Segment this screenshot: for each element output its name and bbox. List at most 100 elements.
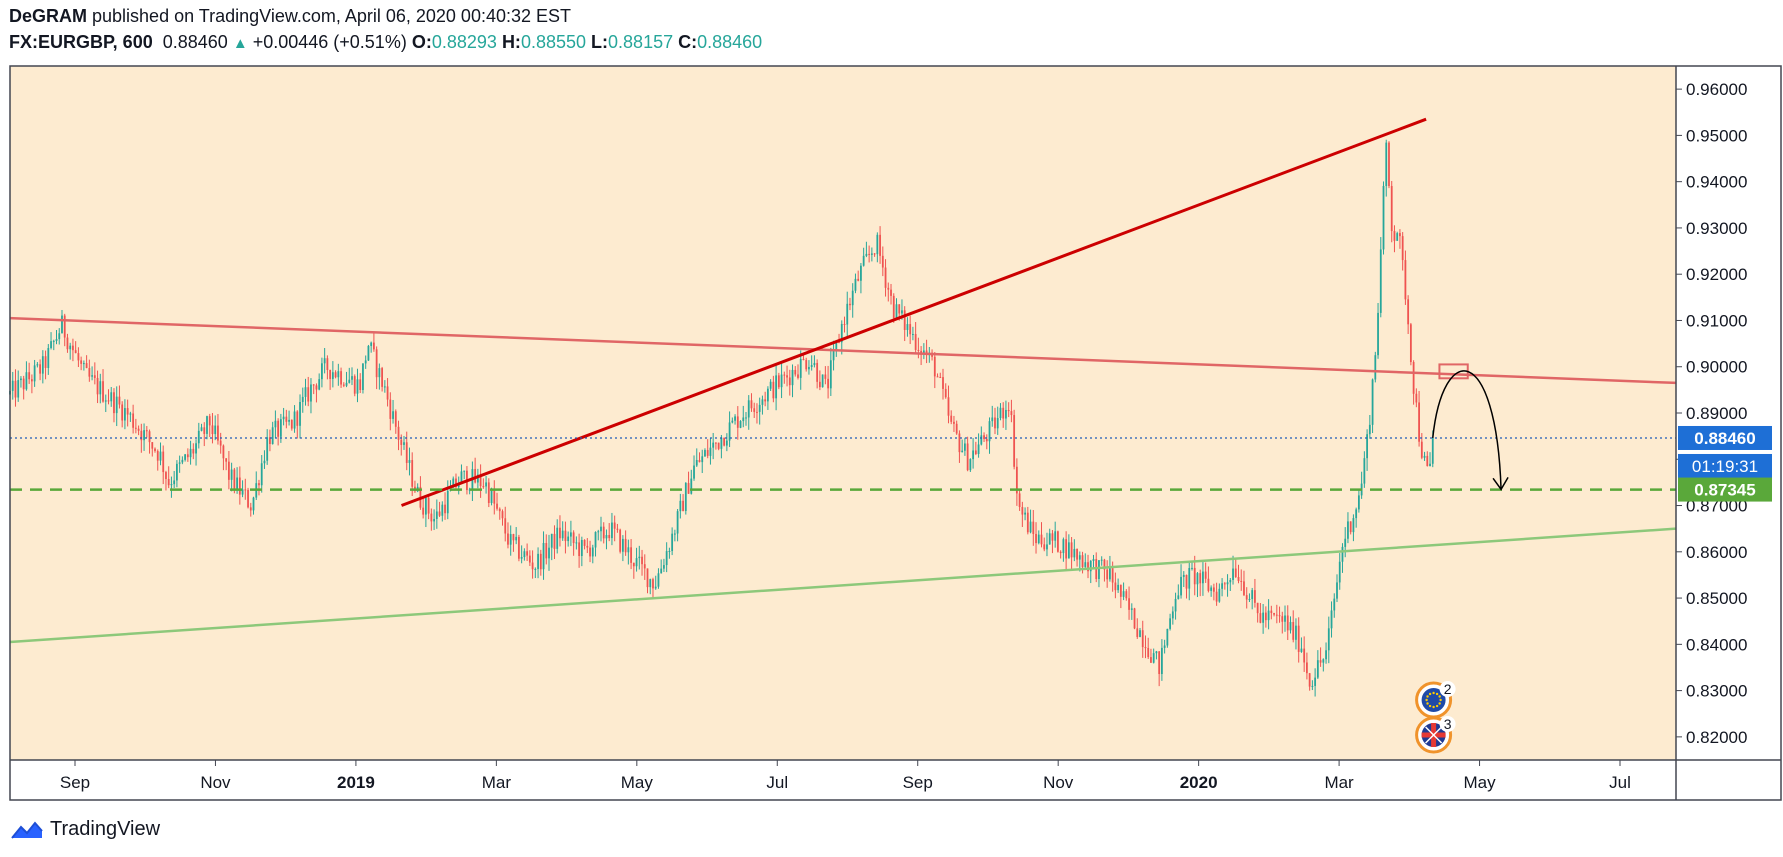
candle-body	[838, 341, 840, 343]
candle-body	[808, 366, 810, 370]
candle-body	[1136, 628, 1139, 637]
candle-body	[611, 522, 613, 539]
candle-body	[310, 384, 312, 402]
x-tick-label: Mar	[1324, 773, 1354, 792]
candle-body	[559, 527, 561, 539]
candle-body	[857, 278, 860, 281]
candle-body	[1073, 548, 1076, 558]
candle-body	[375, 349, 378, 378]
publish-line: DeGRAM published on TradingView.com, Apr…	[9, 6, 571, 27]
candle-body	[690, 478, 693, 494]
candle-body	[1218, 588, 1221, 602]
candle-body	[1297, 625, 1300, 652]
candle-body	[698, 459, 701, 463]
candle-body	[159, 451, 162, 461]
candle-body	[93, 375, 96, 378]
candle-body	[1035, 533, 1037, 544]
candle-body	[835, 341, 838, 351]
candle-body	[11, 380, 14, 391]
candle-body	[217, 425, 219, 441]
candle-body	[1388, 142, 1390, 187]
candle-body	[687, 483, 690, 494]
candle-body	[389, 399, 392, 419]
candle-body	[1191, 567, 1193, 569]
candle-body	[676, 511, 679, 534]
candle-body	[1177, 595, 1180, 599]
candle-body	[408, 460, 411, 463]
candle-body	[969, 459, 972, 471]
candle-body	[170, 484, 173, 486]
candle-body	[118, 396, 121, 405]
price-axis[interactable]: 0.96000 0.95000 0.94000 0.93000 0.92000 0.910…	[1676, 80, 1747, 747]
candle-body	[167, 479, 170, 486]
candle-body	[832, 350, 835, 361]
candle-body	[1199, 573, 1202, 584]
candle-body	[723, 437, 726, 446]
candle-body	[91, 375, 93, 377]
candle-body	[797, 374, 799, 378]
candle-body	[337, 371, 340, 378]
candle-body	[1109, 568, 1111, 580]
gb-event-icon[interactable]: 3	[1415, 716, 1456, 754]
candle-body	[468, 489, 471, 491]
candle-body	[682, 500, 684, 511]
candle-body	[818, 381, 821, 388]
close-label: C:	[678, 32, 698, 52]
candle-body	[909, 324, 912, 335]
candle-body	[315, 385, 318, 390]
candle-body	[963, 443, 966, 451]
candle-body	[1005, 410, 1007, 419]
candle-body	[247, 489, 249, 508]
candle-body	[813, 362, 816, 366]
candle-body	[1270, 610, 1273, 614]
candle-body	[364, 360, 367, 364]
eu-event-icon[interactable]: 2	[1415, 681, 1456, 719]
candle-body	[102, 381, 104, 402]
candle-body	[621, 538, 624, 552]
candle-body	[586, 545, 589, 548]
candle-body	[422, 507, 425, 515]
candle-body	[74, 350, 77, 354]
candle-body	[274, 420, 277, 428]
y-tick-label: 0.85000	[1686, 589, 1747, 608]
candle-body	[545, 543, 548, 559]
candle-body	[988, 421, 991, 442]
candle-body	[944, 388, 947, 398]
candle-body	[269, 437, 271, 445]
candle-body	[591, 547, 594, 557]
candle-body	[873, 253, 876, 255]
y-tick-label: 0.95000	[1686, 126, 1747, 145]
candle-body	[20, 378, 22, 381]
last-price-badge	[1678, 425, 1772, 450]
candle-body	[1122, 591, 1125, 597]
x-tick-label: 2019	[337, 773, 375, 792]
candle-body	[892, 295, 895, 319]
candle-body	[296, 411, 299, 426]
candle-body	[214, 425, 217, 435]
candle-body	[1275, 614, 1278, 616]
candle-body	[460, 471, 463, 483]
chart-frame	[9, 65, 1782, 801]
low-value: 0.88157	[608, 32, 674, 52]
candle-body	[129, 413, 132, 415]
candle-body	[1234, 568, 1237, 578]
candle-body	[77, 353, 80, 361]
candle-body	[870, 253, 873, 255]
candle-body	[619, 529, 622, 552]
candle-body	[318, 379, 321, 390]
candle-body	[151, 442, 154, 449]
author-name[interactable]: DeGRAM	[9, 6, 88, 26]
candle-body	[241, 489, 244, 495]
candle-body	[258, 483, 260, 486]
candle-body	[526, 551, 529, 556]
tradingview-footer[interactable]: TradingView	[10, 818, 160, 841]
plot-area[interactable]	[10, 66, 1676, 760]
candle-body	[1347, 521, 1349, 539]
time-axis[interactable]: Sep Nov 2019 Mar May Jul Sep Nov 2020 Mar May Jul	[60, 760, 1631, 792]
candle-body	[1363, 458, 1366, 484]
candle-body	[435, 511, 438, 519]
candle-body	[1032, 521, 1035, 534]
candle-body	[766, 388, 769, 402]
candle-body	[1237, 577, 1240, 581]
